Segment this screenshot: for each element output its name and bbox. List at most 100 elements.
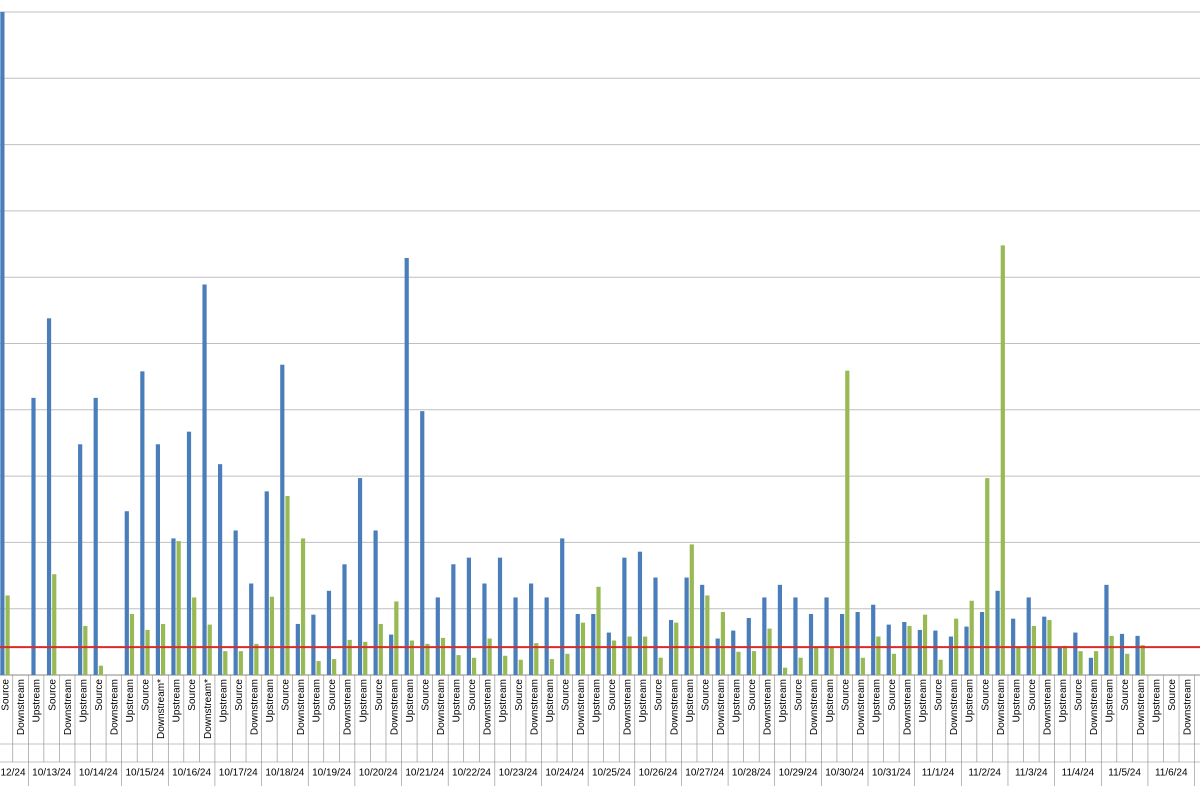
bar (347, 639, 352, 675)
bar (98, 665, 103, 675)
bar (280, 364, 285, 675)
bar (565, 653, 570, 675)
category-label: Source (1, 679, 12, 711)
category-label: Downstream (903, 679, 914, 735)
bar (472, 657, 477, 675)
bar (1125, 653, 1130, 675)
category-label: Source (934, 679, 945, 711)
bar (218, 464, 223, 675)
category-label: Downstream (996, 679, 1007, 735)
category-label: Upstream (638, 679, 649, 722)
group-label: 11/5/24 (1108, 768, 1141, 779)
bar (762, 597, 767, 675)
bar (389, 634, 394, 675)
category-label: Downstream (763, 679, 774, 735)
bar (186, 431, 192, 675)
group-label: 10/30/24 (825, 768, 864, 779)
category-label: Upstream (1151, 679, 1162, 722)
bar (1078, 651, 1083, 675)
category-label: Downstream (109, 679, 120, 735)
group-label: 10/31/24 (872, 768, 911, 779)
bar (1140, 645, 1145, 675)
bar (285, 495, 290, 675)
category-label: Upstream (405, 679, 416, 722)
bar (145, 629, 150, 675)
category-label: Downstream (1089, 679, 1100, 735)
category-label: Source (327, 679, 338, 711)
bar (1062, 645, 1068, 675)
category-label: Downstream (436, 679, 447, 735)
bar (922, 614, 928, 675)
category-label: Upstream (918, 679, 929, 722)
group-label: 10/27/24 (685, 768, 724, 779)
bar (1031, 625, 1036, 675)
bar (326, 590, 332, 675)
category-label: Source (700, 679, 711, 711)
group-label: 10/18/24 (265, 768, 304, 779)
bar (549, 659, 554, 675)
bar (93, 397, 98, 675)
category-label: Source (374, 679, 385, 711)
category-label: Source (1027, 679, 1038, 711)
bar (751, 651, 757, 675)
bar (1109, 635, 1114, 675)
bar (689, 544, 694, 675)
bar (580, 622, 586, 675)
bar (1104, 584, 1109, 675)
category-label: Upstream (32, 679, 43, 722)
bar (46, 318, 52, 675)
group-label: 12/24 (0, 768, 25, 779)
group-label: 11/2/24 (968, 768, 1001, 779)
bar (917, 629, 922, 675)
bar (793, 597, 798, 675)
category-label: Source (141, 679, 152, 711)
category-label: Upstream (825, 679, 836, 722)
category-label: Source (887, 679, 898, 711)
group-label: 10/28/24 (732, 768, 771, 779)
category-label: Upstream (545, 679, 556, 722)
bar (513, 597, 518, 675)
group-label: 10/26/24 (639, 768, 678, 779)
bar (1016, 647, 1021, 675)
bar (140, 371, 145, 675)
category-label: Source (281, 679, 292, 711)
category-label: Downstream (529, 679, 540, 735)
category-label: Upstream (778, 679, 789, 722)
bar (969, 600, 974, 675)
bar (808, 614, 814, 675)
bar (643, 636, 648, 675)
category-label: Downstream (576, 679, 587, 735)
bar (482, 583, 487, 675)
category-label: Downstream (949, 679, 960, 735)
category-label: Downstream (389, 679, 400, 735)
bar (622, 557, 627, 675)
bar (731, 630, 736, 675)
category-label: Upstream (965, 679, 976, 722)
bar (78, 444, 83, 675)
category-label: Source (794, 679, 805, 711)
category-label: Downstream (1136, 679, 1147, 735)
bar (658, 657, 663, 675)
bar (435, 597, 440, 675)
bar (637, 551, 643, 675)
category-label: Upstream (78, 679, 89, 722)
bar (767, 628, 772, 675)
category-label: Source (514, 679, 525, 711)
category-label: Upstream (358, 679, 369, 722)
group-label: 11/1/24 (922, 768, 955, 779)
group-label: 11/6/24 (1155, 768, 1188, 779)
bar (342, 564, 347, 675)
category-label: Source (234, 679, 245, 711)
bar (264, 491, 269, 675)
bar (409, 640, 414, 675)
category-label: Downstream (296, 679, 307, 735)
group-label: 10/29/24 (779, 768, 818, 779)
category-label: Upstream (1011, 679, 1022, 722)
bar (202, 284, 207, 675)
bar (497, 557, 503, 675)
category-label: Downstream (809, 679, 820, 735)
category-label: Upstream (731, 679, 742, 722)
bar (487, 638, 492, 675)
category-label: Downstream (1182, 679, 1193, 735)
